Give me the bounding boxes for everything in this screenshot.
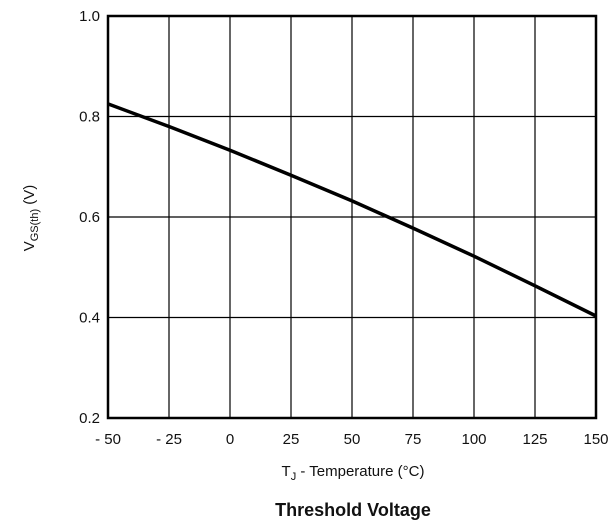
x-tick-label: - 25 bbox=[156, 431, 182, 448]
y-axis-ticks: 0.2 0.4 0.6 0.8 1.0 bbox=[79, 8, 100, 427]
y-tick-label: 0.2 bbox=[79, 410, 100, 427]
y-tick-label: 1.0 bbox=[79, 8, 100, 25]
y-tick-label: 0.8 bbox=[79, 109, 100, 126]
x-tick-label: 75 bbox=[405, 431, 422, 448]
series-line bbox=[107, 102, 597, 318]
y-axis-label: VGS(th) (V) bbox=[21, 185, 41, 252]
y-axis-label-rest: (V) bbox=[21, 185, 38, 209]
x-tick-label: - 50 bbox=[95, 431, 121, 448]
y-axis-label-main: V bbox=[21, 241, 38, 251]
y-tick-label: 0.4 bbox=[79, 310, 100, 327]
chart-title: Threshold Voltage bbox=[275, 500, 431, 520]
x-tick-label: 0 bbox=[226, 431, 234, 448]
x-tick-label: 50 bbox=[344, 431, 361, 448]
y-tick-label: 0.6 bbox=[79, 209, 100, 226]
x-axis-label: TJ - Temperature (°C) bbox=[282, 463, 425, 483]
x-axis-label-main: T bbox=[282, 463, 291, 480]
x-tick-label: 125 bbox=[522, 431, 547, 448]
x-axis-label-sub: J bbox=[291, 471, 297, 483]
x-axis-ticks: - 50 - 25 0 25 50 75 100 125 150 bbox=[95, 431, 608, 448]
x-axis-label-rest: - Temperature (°C) bbox=[296, 463, 424, 480]
x-tick-label: 100 bbox=[461, 431, 486, 448]
plot-frame bbox=[106, 14, 598, 420]
x-tick-label: 25 bbox=[283, 431, 300, 448]
y-axis-label-sub: GS(th) bbox=[29, 209, 41, 241]
x-tick-label: 150 bbox=[583, 431, 608, 448]
grid bbox=[107, 15, 597, 419]
